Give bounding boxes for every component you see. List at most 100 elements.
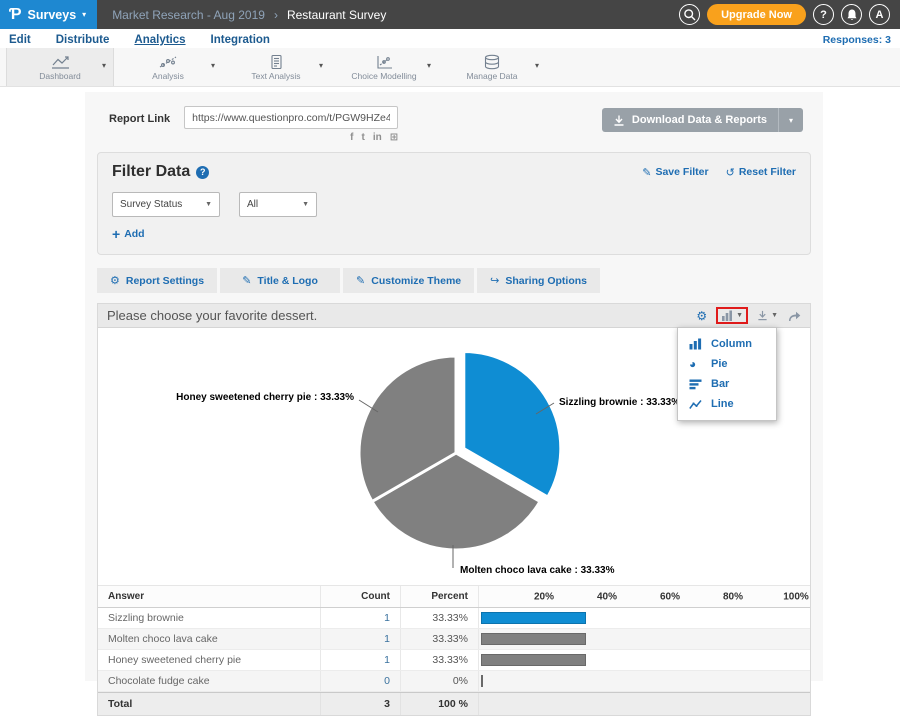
twitter-icon[interactable]: t [362,133,365,143]
toolbar-item-analysis[interactable]: Analysis ▾ [114,48,222,86]
nav-item-integration[interactable]: Integration [211,34,270,46]
filter-field-value: Survey Status [120,199,182,210]
total-count: 3 [321,693,401,715]
edit-icon: ✎ [642,166,651,179]
percent-bar [481,675,483,687]
bar-cell [479,671,810,691]
tab-label: Report Settings [126,275,204,287]
toolbar-label: Analysis [152,71,184,81]
percent-cell: 33.33% [401,650,479,670]
total-label: Total [98,693,321,715]
axis-tick: 80% [723,591,743,602]
reset-filter-link[interactable]: ↺Reset Filter [726,166,796,179]
tab-sharing-options[interactable]: ↪Sharing Options [477,268,600,293]
tab-report-settings[interactable]: ⚙Report Settings [97,268,217,293]
count-cell[interactable]: 1 [321,608,401,628]
col-header-answer: Answer [98,586,321,607]
menu-item-label: Bar [711,378,729,390]
table-header-row: Answer Count Percent 20% 40% 60% 80% 100… [98,585,810,608]
report-link-row: Report Link f t in ⊞ Download Data & Rep… [97,102,811,145]
upgrade-now-button[interactable]: Upgrade Now [707,4,806,25]
menu-item-pie[interactable]: ◕ Pie [678,354,776,374]
download-button-group: Download Data & Reports ▾ [602,108,803,132]
breadcrumb-current: Restaurant Survey [287,8,386,22]
linkedin-icon[interactable]: in [373,133,382,143]
tab-title-logo[interactable]: ✎Title & Logo [220,268,340,293]
add-filter-link[interactable]: + Add [112,227,145,241]
filter-value-select[interactable]: All ▼ [239,192,317,217]
edit-icon: ✎ [242,274,251,287]
toolbar-label: Choice Modelling [351,71,416,81]
download-button-label: Download Data & Reports [632,114,767,126]
axis-tick: 20% [534,591,554,602]
question-header: Please choose your favorite dessert. ⚙ ▼… [98,304,810,328]
results-table: Answer Count Percent 20% 40% 60% 80% 100… [98,585,810,715]
filter-field-select[interactable]: Survey Status ▼ [112,192,220,217]
tab-label: Customize Theme [371,275,461,287]
chart-type-button[interactable]: ▼ [721,310,743,321]
bar-cell [479,608,810,628]
menu-item-bar[interactable]: Bar [678,374,776,394]
download-data-reports-button[interactable]: Download Data & Reports [602,108,778,132]
filter-help-icon[interactable]: ? [196,166,209,179]
chevron-down-icon: ▼ [302,201,309,208]
search-button[interactable] [679,4,700,25]
help-button[interactable]: ? [813,4,834,25]
embed-icon[interactable]: ⊞ [390,133,398,143]
save-filter-link[interactable]: ✎Save Filter [642,166,708,179]
count-cell[interactable]: 1 [321,629,401,649]
toolbar-label: Manage Data [466,71,517,81]
question-settings-button[interactable]: ⚙ [696,310,707,322]
toolbar-label: Text Analysis [251,71,300,81]
toolbar-item-text-analysis[interactable]: Text Analysis ▾ [222,48,330,86]
toolbar-label: Dashboard [39,71,81,81]
reset-icon: ↺ [726,166,735,179]
tab-label: Sharing Options [505,275,587,287]
table-row: Chocolate fudge cake00% [98,671,810,692]
count-cell[interactable]: 0 [321,671,401,691]
chart-type-menu: Column ◕ Pie Bar Line [677,327,777,421]
report-link-input[interactable] [184,106,398,129]
chart-type-annotation-box: ▼ [716,307,748,324]
menu-item-line[interactable]: Line [678,394,776,414]
question-title: Please choose your favorite dessert. [107,308,317,323]
download-options-caret[interactable]: ▾ [778,108,803,132]
share-arrow-icon [787,310,801,322]
line-chart-icon [689,399,703,410]
pie-chart-icon: ◕ [689,358,703,370]
notifications-button[interactable] [841,4,862,25]
axis-tick: 100% [783,591,809,602]
axis-tick: 40% [597,591,617,602]
menu-item-column[interactable]: Column [678,334,776,354]
count-cell[interactable]: 1 [321,650,401,670]
app-logo-menu[interactable]: Ƥ Surveys ▾ [0,0,97,29]
question-result-panel: Please choose your favorite dessert. ⚙ ▼… [97,303,811,716]
table-body: Sizzling brownie133.33%Molten choco lava… [98,608,810,692]
facebook-icon[interactable]: f [350,133,353,143]
column-chart-icon [689,338,703,350]
bar-chart-icon [721,310,733,321]
toolbar-item-manage-data[interactable]: Manage Data ▾ [438,48,546,86]
answer-cell: Molten choco lava cake [98,629,321,649]
total-percent: 100 % [401,693,479,715]
responses-count[interactable]: Responses: 3 [823,34,900,46]
percent-bar [481,612,586,624]
answer-cell: Honey sweetened cherry pie [98,650,321,670]
question-share-button[interactable] [787,310,801,322]
chevron-down-icon: ▾ [82,10,86,19]
nav-item-edit[interactable]: Edit [9,34,31,46]
question-download-button[interactable]: ▼ [757,310,778,321]
avatar[interactable]: A [869,4,890,25]
nav-item-distribute[interactable]: Distribute [56,34,110,46]
chevron-down-icon: ▾ [427,61,431,70]
nav-item-analytics[interactable]: Analytics [134,34,185,46]
percent-bar [481,654,586,666]
toolbar-item-choice-modelling[interactable]: Choice Modelling ▾ [330,48,438,86]
bar-cell [479,650,810,670]
percent-bar [481,633,586,645]
toolbar-item-dashboard[interactable]: Dashboard ▾ [6,48,114,86]
tab-customize-theme[interactable]: ✎Customize Theme [343,268,474,293]
content-container: Report Link f t in ⊞ Download Data & Rep… [85,92,823,681]
scatter-chart-icon [157,54,179,70]
breadcrumb-parent-link[interactable]: Market Research - Aug 2019 [112,8,265,22]
